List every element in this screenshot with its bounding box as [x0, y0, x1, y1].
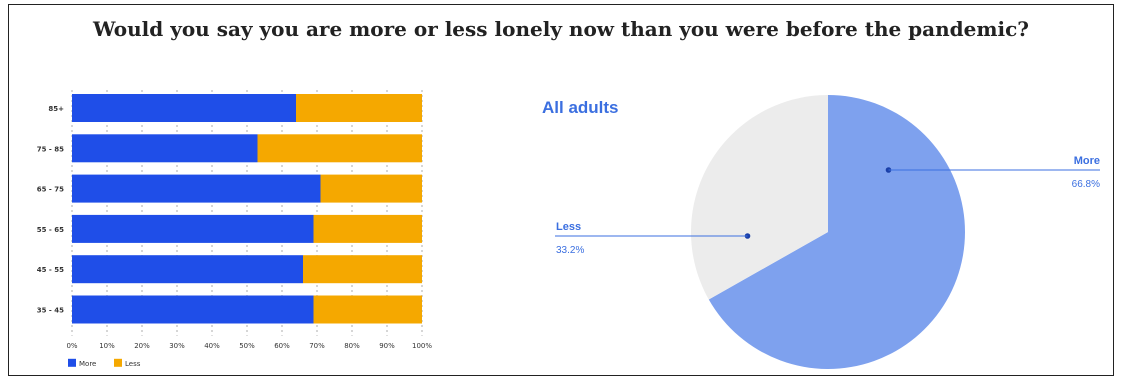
- chart-title: Would you say you are more or less lonel…: [92, 17, 1030, 41]
- legend-label: More: [79, 360, 96, 368]
- x-tick-label: 60%: [274, 342, 290, 350]
- x-tick-label: 0%: [66, 342, 77, 350]
- category-label: 75 - 85: [37, 145, 64, 153]
- bar-less: [296, 94, 422, 122]
- bar-less: [313, 295, 422, 324]
- x-tick-label: 90%: [379, 342, 395, 350]
- pie-chart: All adults More 66.8% Less 33.2%: [542, 95, 1100, 369]
- bar-more: [72, 174, 321, 203]
- pie-value-less: 33.2%: [556, 245, 584, 256]
- pie-slice-less: [690, 95, 828, 300]
- legend-swatch: [68, 358, 76, 367]
- bar-less: [320, 174, 422, 203]
- x-tick-label: 40%: [204, 342, 220, 350]
- pie-slice-more: [708, 95, 965, 369]
- category-label: 35 - 45: [37, 307, 64, 315]
- x-tick-label: 100%: [412, 342, 432, 350]
- bar-more: [72, 295, 314, 324]
- pie-value-more: 66.8%: [1072, 179, 1100, 190]
- bar-more: [72, 255, 303, 284]
- bar-less: [303, 255, 422, 284]
- category-label: 55 - 65: [37, 226, 64, 234]
- x-tick-label: 30%: [169, 342, 185, 350]
- pie-label-more: More: [1074, 155, 1100, 167]
- category-label: 65 - 75: [37, 186, 64, 194]
- legend-swatch: [114, 358, 122, 367]
- bar-less: [257, 134, 422, 163]
- x-tick-label: 20%: [134, 342, 150, 350]
- x-tick-label: 10%: [99, 342, 115, 350]
- pie-label-less: Less: [556, 221, 581, 233]
- bar-more: [72, 134, 258, 163]
- category-label: 45 - 55: [37, 266, 64, 274]
- x-tick-label: 80%: [344, 342, 360, 350]
- bar-less: [313, 214, 422, 243]
- x-tick-label: 50%: [239, 342, 255, 350]
- pie-title: All adults: [542, 98, 619, 117]
- bar-more: [72, 214, 314, 243]
- x-tick-label: 70%: [309, 342, 325, 350]
- bar-chart: 0% 10% 20% 30% 40% 50% 60% 70% 80% 90% 100% 85+ 75 -…: [37, 90, 432, 368]
- legend-label: Less: [125, 360, 141, 368]
- category-label: 85+: [48, 105, 64, 113]
- bar-more: [72, 94, 296, 122]
